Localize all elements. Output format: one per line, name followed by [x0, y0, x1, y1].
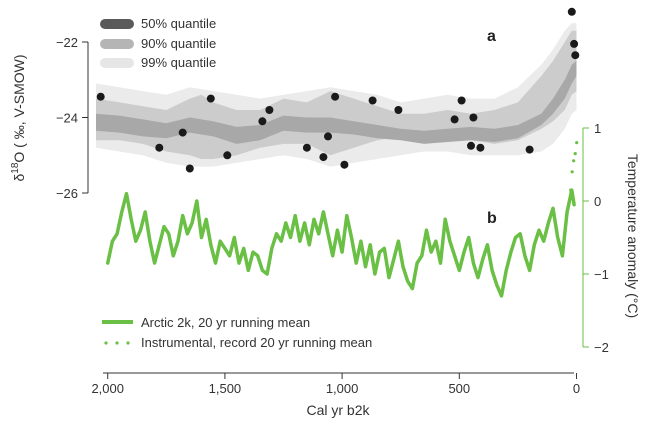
left-y-axis-label-sup: 18 [10, 162, 21, 174]
data-point [206, 94, 215, 103]
left-y-axis-label-delta: δ [11, 174, 27, 182]
data-point [265, 106, 274, 114]
legend-swatch-instrumental-dot-2 [115, 341, 119, 345]
x-tick-label: 2,000 [91, 381, 124, 396]
right-y-tick-label: −2 [594, 340, 609, 355]
data-point [394, 106, 403, 114]
legend-swatch-instrumental-dot-1 [104, 341, 108, 345]
instrumental-point [569, 188, 573, 192]
x-tick-label: 0 [573, 381, 580, 396]
left-y-axis-label: δ18O ( ‰, V-SMOW) [10, 54, 27, 181]
x-axis-label: Cal yr b2k [306, 402, 370, 418]
data-point [155, 143, 164, 152]
right-y-tick-label: 0 [594, 194, 601, 209]
right-y-axis-label: Temperature anomaly (°C) [625, 154, 641, 318]
data-point [96, 92, 105, 101]
data-point [258, 117, 267, 126]
legend-label-90: 90% quantile [141, 36, 216, 51]
x-tick-label: 1,000 [326, 381, 359, 396]
x-tick-label: 1,500 [209, 381, 242, 396]
data-point [469, 113, 478, 122]
legend-quantiles: 50% quantile 90% quantile 99% quantile [100, 16, 216, 70]
legend-label-99: 99% quantile [141, 55, 216, 70]
data-point [467, 141, 475, 150]
data-point [368, 96, 377, 105]
left-y-tick-label: −22 [56, 35, 78, 50]
legend-temperature: Arctic 2k, 20 yr running mean Instrument… [102, 315, 372, 350]
data-point [302, 143, 311, 152]
right-y-ticks: 1 0 −1 −2 [583, 121, 609, 355]
data-point [223, 151, 232, 160]
data-point [324, 132, 332, 141]
temperature-series [105, 141, 579, 298]
legend-swatch-99 [100, 58, 134, 68]
data-point [178, 128, 187, 137]
legend-label-arctic: Arctic 2k, 20 yr running mean [141, 315, 310, 330]
x-tick-label: 500 [448, 381, 470, 396]
x-ticks: 2,000 1,500 1,000 500 0 [91, 373, 580, 396]
data-point [457, 96, 466, 105]
data-point [567, 7, 576, 16]
legend-label-instrumental: Instrumental, record 20 yr running mean [141, 335, 372, 350]
left-y-ticks: −22 −24 −26 [56, 35, 88, 201]
panel-label-a: a [487, 28, 496, 45]
legend-swatch-instrumental-dot-3 [126, 341, 130, 345]
legend-label-50: 50% quantile [141, 16, 216, 31]
data-point [340, 160, 349, 169]
data-point [571, 51, 580, 60]
left-y-axis-label-rest: O ( ‰, V-SMOW) [11, 54, 27, 162]
data-point [570, 39, 579, 48]
data-point [450, 115, 459, 124]
left-y-tick-label: −24 [56, 111, 78, 126]
arctic-2k-line [105, 188, 576, 298]
data-point [476, 143, 485, 152]
legend-swatch-50 [100, 19, 134, 29]
instrumental-point [575, 141, 579, 145]
band-50-quantile [96, 60, 577, 144]
isotope-points [96, 7, 580, 173]
instrumental-point [570, 170, 574, 174]
data-point [331, 92, 340, 101]
data-point [525, 145, 534, 154]
instrumental-point [572, 159, 576, 163]
left-y-tick-label: −26 [56, 186, 78, 201]
data-point [185, 164, 194, 173]
data-point [319, 153, 328, 162]
instrumental-point [573, 152, 577, 156]
right-y-tick-label: −1 [594, 267, 609, 282]
right-y-tick-label: 1 [594, 121, 601, 136]
legend-swatch-90 [100, 39, 134, 49]
panel-label-b: b [487, 210, 497, 227]
